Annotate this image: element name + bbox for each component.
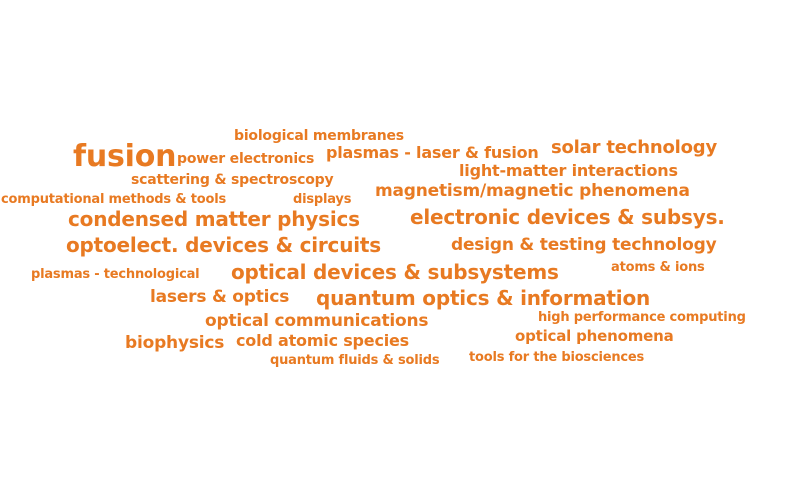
word-electronic-devices-subsys: electronic devices & subsys.	[410, 205, 725, 229]
word-biophysics: biophysics	[125, 333, 225, 353]
word-biological-membranes: biological membranes	[234, 128, 404, 144]
word-solar-technology: solar technology	[551, 137, 717, 158]
word-quantum-fluids-solids: quantum fluids & solids	[270, 353, 440, 368]
word-fusion: fusion	[73, 139, 177, 174]
word-displays: displays	[293, 192, 352, 207]
word-optical-devices-subsystems: optical devices & subsystems	[231, 260, 559, 284]
word-computational-methods-tools: computational methods & tools	[1, 192, 227, 207]
word-quantum-optics-information: quantum optics & information	[316, 286, 651, 310]
word-scattering-spectroscopy: scattering & spectroscopy	[131, 172, 334, 188]
word-magnetism-magnetic-phenomena: magnetism/magnetic phenomena	[375, 181, 690, 201]
word-optoelect-devices-circuits: optoelect. devices & circuits	[66, 233, 381, 257]
word-condensed-matter-physics: condensed matter physics	[68, 207, 360, 231]
word-atoms-ions: atoms & ions	[611, 260, 705, 275]
word-tools-for-the-biosciences: tools for the biosciences	[469, 350, 645, 365]
word-optical-communications: optical communications	[205, 311, 429, 331]
word-plasmas-technological: plasmas - technological	[31, 267, 200, 282]
word-light-matter-interactions: light-matter interactions	[459, 161, 678, 180]
word-power-electronics: power electronics	[177, 151, 315, 167]
word-optical-phenomena: optical phenomena	[515, 327, 674, 345]
word-high-performance-computing: high performance computing	[538, 310, 746, 325]
word-design-testing-technology: design & testing technology	[451, 235, 717, 255]
word-cold-atomic-species: cold atomic species	[236, 331, 410, 350]
word-lasers-optics: lasers & optics	[150, 287, 290, 307]
word-plasmas-laser-fusion: plasmas - laser & fusion	[326, 143, 539, 162]
